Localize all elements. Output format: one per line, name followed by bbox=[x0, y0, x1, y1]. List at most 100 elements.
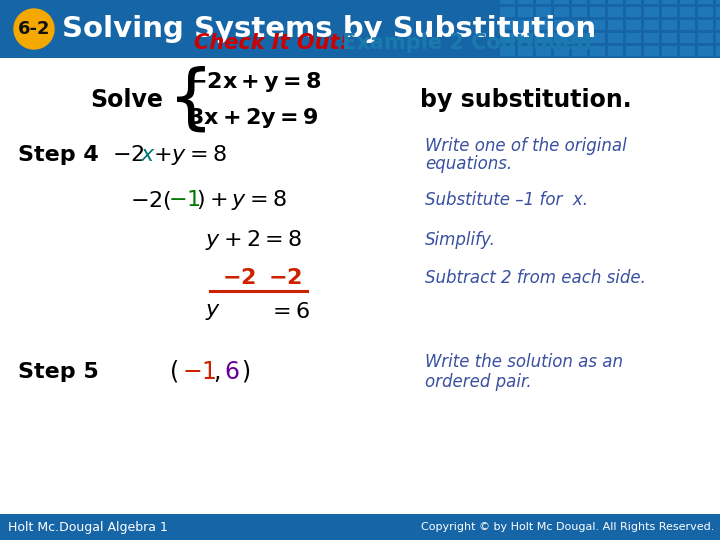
Bar bbox=[590, 0, 605, 4]
Bar bbox=[554, 33, 569, 43]
Bar bbox=[698, 20, 713, 30]
Bar bbox=[626, 7, 641, 17]
Bar bbox=[662, 33, 677, 43]
Bar bbox=[500, 7, 515, 17]
Text: Holt Mc.Dougal Algebra 1: Holt Mc.Dougal Algebra 1 bbox=[8, 521, 168, 534]
Bar bbox=[662, 20, 677, 30]
Bar bbox=[680, 33, 695, 43]
Bar bbox=[680, 0, 695, 4]
Text: $-1$: $-1$ bbox=[168, 190, 201, 210]
Bar bbox=[554, 46, 569, 56]
Bar bbox=[572, 0, 587, 4]
Bar bbox=[518, 7, 533, 17]
Bar bbox=[716, 7, 720, 17]
Bar bbox=[554, 20, 569, 30]
Bar bbox=[662, 7, 677, 17]
Text: ,: , bbox=[213, 360, 220, 384]
Bar bbox=[644, 46, 659, 56]
Bar bbox=[626, 46, 641, 56]
Text: Solving Systems by Substitution: Solving Systems by Substitution bbox=[62, 15, 596, 43]
Text: Check It Out!: Check It Out! bbox=[194, 33, 349, 53]
Circle shape bbox=[14, 9, 54, 49]
Text: equations.: equations. bbox=[425, 155, 512, 173]
Bar bbox=[500, 33, 515, 43]
Text: Substitute –1 for  x.: Substitute –1 for x. bbox=[425, 191, 588, 209]
Bar bbox=[500, 46, 515, 56]
Bar bbox=[608, 20, 623, 30]
Bar bbox=[572, 33, 587, 43]
Text: $-2$: $-2$ bbox=[112, 145, 145, 165]
Text: ordered pair.: ordered pair. bbox=[425, 373, 531, 391]
Bar bbox=[644, 0, 659, 4]
Text: (: ( bbox=[170, 360, 179, 384]
Text: Simplify.: Simplify. bbox=[425, 231, 496, 249]
Bar bbox=[662, 46, 677, 56]
Bar bbox=[554, 0, 569, 4]
Bar bbox=[644, 7, 659, 17]
Bar bbox=[680, 46, 695, 56]
Bar bbox=[536, 0, 551, 4]
Bar bbox=[554, 7, 569, 17]
Bar bbox=[590, 20, 605, 30]
Text: Step 4: Step 4 bbox=[18, 145, 99, 165]
Text: Copyright © by Holt Mc Dougal. All Rights Reserved.: Copyright © by Holt Mc Dougal. All Right… bbox=[420, 522, 714, 532]
Bar bbox=[680, 7, 695, 17]
Text: $= 6$: $= 6$ bbox=[268, 302, 310, 322]
Text: $6$: $6$ bbox=[224, 360, 240, 384]
Text: $-1$: $-1$ bbox=[182, 360, 217, 384]
Bar bbox=[644, 33, 659, 43]
Text: $x$: $x$ bbox=[140, 145, 156, 165]
Bar bbox=[608, 33, 623, 43]
Bar bbox=[500, 0, 515, 4]
Text: $+ y = 8$: $+ y = 8$ bbox=[153, 143, 227, 167]
Bar bbox=[536, 46, 551, 56]
Bar bbox=[680, 20, 695, 30]
Text: Write one of the original: Write one of the original bbox=[425, 137, 626, 155]
Bar bbox=[518, 20, 533, 30]
Bar bbox=[518, 33, 533, 43]
Bar bbox=[536, 7, 551, 17]
Text: $-2($: $-2($ bbox=[130, 188, 171, 212]
Bar bbox=[608, 7, 623, 17]
Text: ): ) bbox=[241, 360, 250, 384]
Bar bbox=[590, 46, 605, 56]
Text: $y$: $y$ bbox=[205, 302, 221, 322]
Bar bbox=[608, 0, 623, 4]
Text: Step 5: Step 5 bbox=[18, 362, 99, 382]
Bar bbox=[626, 33, 641, 43]
Bar bbox=[0, 0, 720, 58]
Bar bbox=[662, 0, 677, 4]
Bar bbox=[572, 46, 587, 56]
Bar bbox=[590, 33, 605, 43]
Bar bbox=[536, 33, 551, 43]
Bar bbox=[698, 33, 713, 43]
Text: Write the solution as an: Write the solution as an bbox=[425, 353, 623, 371]
Text: by substitution.: by substitution. bbox=[420, 88, 631, 112]
Text: $\mathbf{-2}$: $\mathbf{-2}$ bbox=[222, 268, 256, 288]
Text: $) + y = 8$: $) + y = 8$ bbox=[196, 188, 287, 212]
Text: 6-2: 6-2 bbox=[18, 20, 50, 38]
Bar bbox=[608, 46, 623, 56]
Text: {: { bbox=[168, 65, 214, 134]
Bar bbox=[698, 7, 713, 17]
Text: Subtract 2 from each side.: Subtract 2 from each side. bbox=[425, 269, 646, 287]
Bar bbox=[572, 20, 587, 30]
Text: $\mathbf{-2x + y = 8}$: $\mathbf{-2x + y = 8}$ bbox=[188, 70, 322, 94]
Bar bbox=[536, 20, 551, 30]
Bar bbox=[716, 0, 720, 4]
Text: $y + 2 = 8$: $y + 2 = 8$ bbox=[205, 228, 302, 252]
Bar bbox=[716, 20, 720, 30]
Bar bbox=[572, 7, 587, 17]
Bar bbox=[716, 33, 720, 43]
Text: $\mathbf{-2}$: $\mathbf{-2}$ bbox=[268, 268, 302, 288]
Text: $\mathbf{3x + 2y = 9}$: $\mathbf{3x + 2y = 9}$ bbox=[188, 106, 318, 130]
Bar bbox=[0, 514, 720, 540]
Bar bbox=[518, 0, 533, 4]
Bar bbox=[500, 20, 515, 30]
Bar bbox=[626, 20, 641, 30]
Text: Example 2 Continued: Example 2 Continued bbox=[335, 33, 592, 53]
Bar bbox=[590, 7, 605, 17]
Bar bbox=[626, 0, 641, 4]
Text: Solve: Solve bbox=[90, 88, 163, 112]
Bar bbox=[698, 0, 713, 4]
